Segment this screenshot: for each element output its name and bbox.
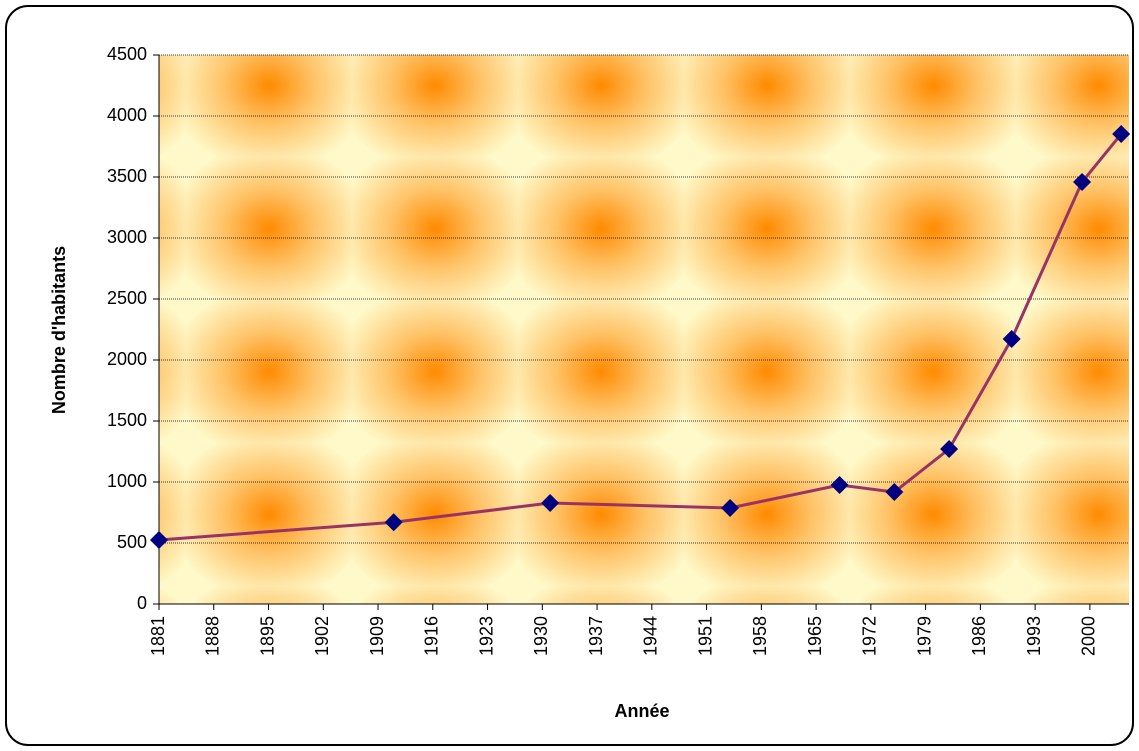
- x-tick-label: 1923: [476, 616, 496, 656]
- y-tick-label: 500: [117, 532, 147, 552]
- x-tick-label: 1895: [257, 616, 277, 656]
- y-tick-label: 0: [137, 593, 147, 613]
- plot-area: [159, 55, 1129, 604]
- y-tick-label: 2500: [107, 288, 147, 308]
- y-tick-label: 2000: [107, 349, 147, 369]
- x-tick-label: 1888: [203, 616, 223, 656]
- x-tick-label: 1937: [586, 616, 606, 656]
- x-tick-label: 1944: [641, 616, 661, 656]
- y-axis-title: Nombre d'habitants: [49, 246, 69, 414]
- x-tick-label: 1902: [312, 616, 332, 656]
- y-tick-label: 4000: [107, 105, 147, 125]
- x-tick-label: 1881: [148, 616, 168, 656]
- x-axis-title: Année: [614, 701, 669, 721]
- x-tick-label: 1916: [422, 616, 442, 656]
- y-tick-label: 4500: [107, 44, 147, 64]
- x-tick-label: 1909: [367, 616, 387, 656]
- x-tick-label: 1993: [1024, 616, 1044, 656]
- x-tick-label: 1979: [914, 616, 934, 656]
- x-tick-label: 2000: [1079, 616, 1099, 656]
- y-tick-label: 1500: [107, 410, 147, 430]
- x-tick-label: 1951: [695, 616, 715, 656]
- x-tick-label: 1965: [805, 616, 825, 656]
- x-tick-label: 1958: [750, 616, 770, 656]
- x-tick-label: 1986: [969, 616, 989, 656]
- y-tick-label: 3500: [107, 166, 147, 186]
- y-tick-label: 3000: [107, 227, 147, 247]
- x-tick-label: 1930: [531, 616, 551, 656]
- y-tick-label: 1000: [107, 471, 147, 491]
- chart: Année Nombre d'habitants 0 500 1000 1500 200…: [0, 0, 1139, 751]
- x-tick-label: 1972: [860, 616, 880, 656]
